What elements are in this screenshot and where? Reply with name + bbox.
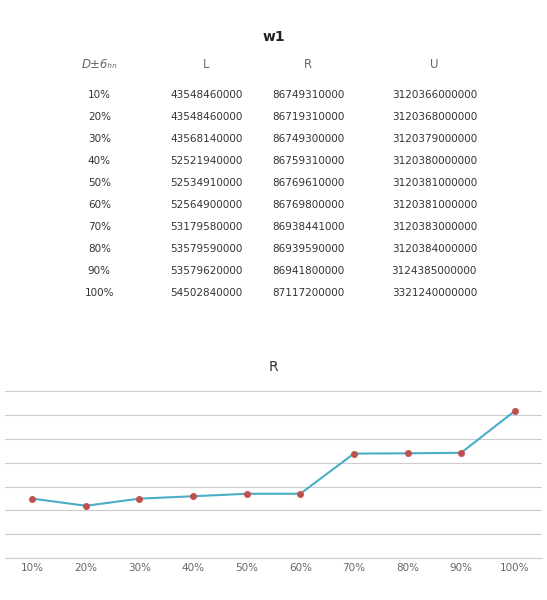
Text: 3120366000000: 3120366000000 bbox=[392, 90, 477, 100]
Text: 86939590000: 86939590000 bbox=[272, 244, 345, 254]
Text: 100%: 100% bbox=[85, 288, 114, 298]
Text: 86759310000: 86759310000 bbox=[272, 156, 345, 166]
Text: 53579620000: 53579620000 bbox=[170, 266, 243, 276]
Text: 52521940000: 52521940000 bbox=[170, 156, 243, 166]
Text: 70%: 70% bbox=[88, 222, 111, 232]
Text: w1: w1 bbox=[262, 30, 285, 44]
Text: U: U bbox=[430, 58, 439, 71]
Text: 86749310000: 86749310000 bbox=[272, 90, 345, 100]
Text: 10%: 10% bbox=[88, 90, 111, 100]
Text: D±6ₕₙ: D±6ₕₙ bbox=[82, 58, 117, 71]
Text: 86941800000: 86941800000 bbox=[272, 266, 345, 276]
Text: 3120383000000: 3120383000000 bbox=[392, 222, 477, 232]
Text: 60%: 60% bbox=[88, 200, 111, 210]
Text: 3120381000000: 3120381000000 bbox=[392, 178, 477, 188]
Text: 43568140000: 43568140000 bbox=[170, 134, 243, 144]
Text: 50%: 50% bbox=[88, 178, 111, 188]
Text: 20%: 20% bbox=[88, 112, 111, 122]
Text: R: R bbox=[304, 58, 312, 71]
Text: 53179580000: 53179580000 bbox=[170, 222, 243, 232]
Text: 52564900000: 52564900000 bbox=[170, 200, 243, 210]
Text: 86938441000: 86938441000 bbox=[272, 222, 345, 232]
Text: 43548460000: 43548460000 bbox=[170, 90, 243, 100]
Text: 30%: 30% bbox=[88, 134, 111, 144]
Text: 3124385000000: 3124385000000 bbox=[392, 266, 477, 276]
Text: 3120379000000: 3120379000000 bbox=[392, 134, 477, 144]
Text: 90%: 90% bbox=[88, 266, 111, 276]
Text: 86769610000: 86769610000 bbox=[272, 178, 345, 188]
Text: 40%: 40% bbox=[88, 156, 111, 166]
Text: 80%: 80% bbox=[88, 244, 111, 254]
Title: R: R bbox=[269, 360, 278, 374]
Text: 3120380000000: 3120380000000 bbox=[392, 156, 477, 166]
Text: 52534910000: 52534910000 bbox=[170, 178, 243, 188]
Text: 86719310000: 86719310000 bbox=[272, 112, 345, 122]
Text: 87117200000: 87117200000 bbox=[272, 288, 345, 298]
Text: 3120368000000: 3120368000000 bbox=[392, 112, 477, 122]
Text: 3120384000000: 3120384000000 bbox=[392, 244, 477, 254]
Text: 86749300000: 86749300000 bbox=[272, 134, 345, 144]
Text: 3321240000000: 3321240000000 bbox=[392, 288, 477, 298]
Text: 86769800000: 86769800000 bbox=[272, 200, 345, 210]
Text: 53579590000: 53579590000 bbox=[170, 244, 243, 254]
Text: 43548460000: 43548460000 bbox=[170, 112, 243, 122]
Text: 54502840000: 54502840000 bbox=[170, 288, 243, 298]
Text: L: L bbox=[203, 58, 210, 71]
Text: 3120381000000: 3120381000000 bbox=[392, 200, 477, 210]
